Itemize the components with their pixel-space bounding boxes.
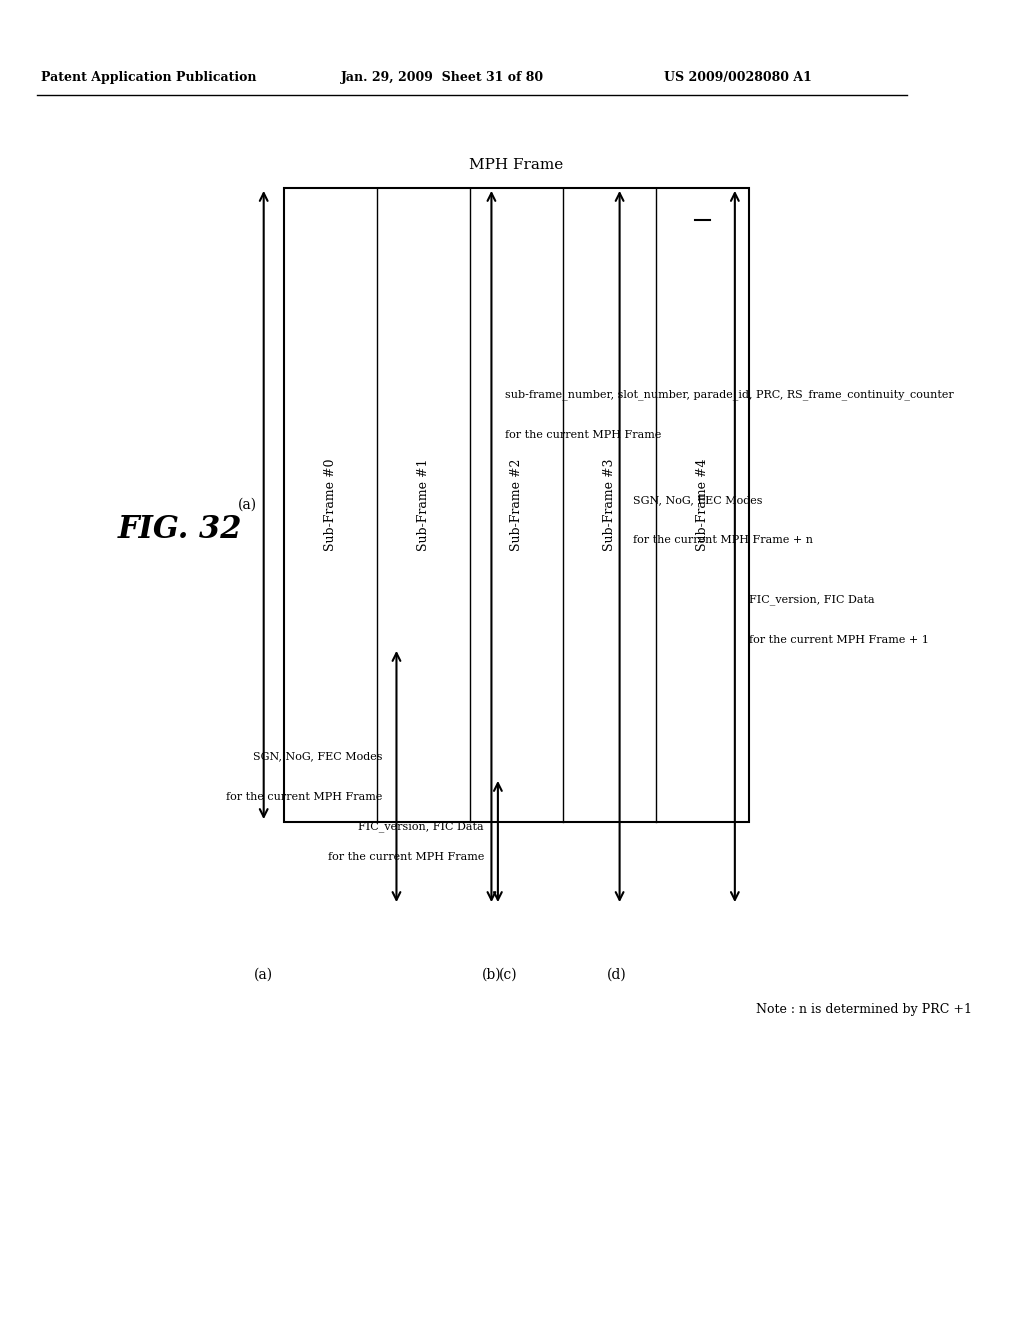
Text: for the current MPH Frame + 1: for the current MPH Frame + 1 <box>749 635 929 645</box>
Text: (c): (c) <box>499 968 517 982</box>
Text: for the current MPH Frame: for the current MPH Frame <box>226 792 383 801</box>
Text: Sub-Frame #2: Sub-Frame #2 <box>510 459 523 552</box>
Text: Patent Application Publication: Patent Application Publication <box>42 71 257 84</box>
Text: FIG. 32: FIG. 32 <box>118 515 242 545</box>
Text: US 2009/0028080 A1: US 2009/0028080 A1 <box>664 71 812 84</box>
Text: FIC_version, FIC Data: FIC_version, FIC Data <box>749 594 874 606</box>
Text: (a): (a) <box>238 498 257 512</box>
Text: sub-frame_number, slot_number, parade_id, PRC, RS_frame_continuity_counter: sub-frame_number, slot_number, parade_id… <box>505 389 954 400</box>
Text: Note : n is determined by PRC +1: Note : n is determined by PRC +1 <box>756 1003 972 1016</box>
Text: (b): (b) <box>481 968 502 982</box>
Text: (a): (a) <box>254 968 273 982</box>
Text: for the current MPH Frame: for the current MPH Frame <box>505 430 662 440</box>
Text: FIC_version, FIC Data: FIC_version, FIC Data <box>358 821 484 832</box>
Text: (d): (d) <box>606 968 627 982</box>
Text: Sub-Frame #1: Sub-Frame #1 <box>417 459 430 552</box>
Text: for the current MPH Frame + n: for the current MPH Frame + n <box>634 535 813 545</box>
Bar <box>284 187 749 822</box>
Text: Sub-Frame #0: Sub-Frame #0 <box>324 459 337 552</box>
Text: Jan. 29, 2009  Sheet 31 of 80: Jan. 29, 2009 Sheet 31 of 80 <box>341 71 545 84</box>
Text: SGN, NoG, FEC Modes: SGN, NoG, FEC Modes <box>253 751 383 762</box>
Text: for the current MPH Frame: for the current MPH Frame <box>328 851 484 862</box>
Text: Sub-Frame #4: Sub-Frame #4 <box>695 459 709 552</box>
Text: SGN, NoG, FEC Modes: SGN, NoG, FEC Modes <box>634 495 763 506</box>
Text: Sub-Frame #3: Sub-Frame #3 <box>603 459 615 552</box>
Text: MPH Frame: MPH Frame <box>469 158 563 172</box>
